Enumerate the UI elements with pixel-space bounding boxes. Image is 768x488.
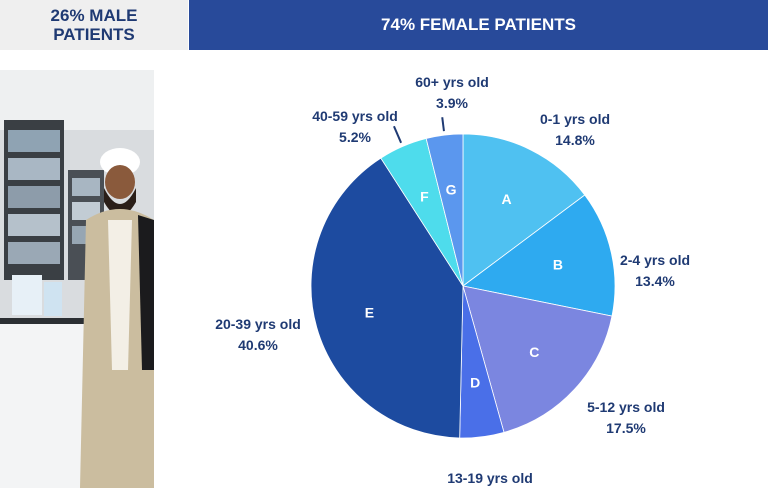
slice-label-c: 5-12 yrs old <box>587 399 665 415</box>
slice-letter-b: B <box>553 257 563 273</box>
pie-slice-b <box>462 194 616 317</box>
slice-letter-c: C <box>529 344 539 360</box>
slice-value-b: 13.4% <box>635 273 675 289</box>
slice-letter-f: F <box>420 189 429 205</box>
slice-label-a: 0-1 yrs old <box>540 111 610 127</box>
male-patients-text: PATIENTS <box>53 25 135 44</box>
age-distribution-pie-chart: A B C D E F G 0-1 yrs old 14.8% 2-4 yrs old 13.4%… <box>215 74 690 486</box>
slice-value-a: 14.8% <box>555 132 595 148</box>
pie-slice-c <box>462 285 613 433</box>
slice-letter-a: A <box>502 191 512 207</box>
slice-label-g: 60+ yrs old <box>415 74 489 90</box>
slice-value-f: 5.2% <box>339 129 371 145</box>
leader-line-g <box>441 117 445 132</box>
slice-label-d: 13-19 yrs old <box>447 470 533 486</box>
female-patients-banner: 74% FEMALE PATIENTS <box>189 0 768 50</box>
pharmacist-photo <box>0 70 154 488</box>
male-percent-text: 26% MALE <box>50 6 138 25</box>
slice-label-e: 20-39 yrs old <box>215 316 301 332</box>
pie-slice-a <box>462 133 586 287</box>
slice-label-b: 2-4 yrs old <box>620 252 690 268</box>
slice-letter-e: E <box>365 304 374 320</box>
leader-line-f <box>393 125 403 144</box>
slice-letter-g: G <box>446 181 457 197</box>
pie-slice-e <box>310 157 464 439</box>
slice-value-c: 17.5% <box>606 420 646 436</box>
slice-label-f: 40-59 yrs old <box>312 108 398 124</box>
female-patients-text: 74% FEMALE PATIENTS <box>381 15 576 34</box>
slice-letter-d: D <box>470 375 480 391</box>
pie-slice-g <box>425 133 464 287</box>
slice-value-e: 40.6% <box>238 337 278 353</box>
slice-value-g: 3.9% <box>436 95 468 111</box>
male-patients-banner: 26% MALE PATIENTS <box>0 0 188 50</box>
